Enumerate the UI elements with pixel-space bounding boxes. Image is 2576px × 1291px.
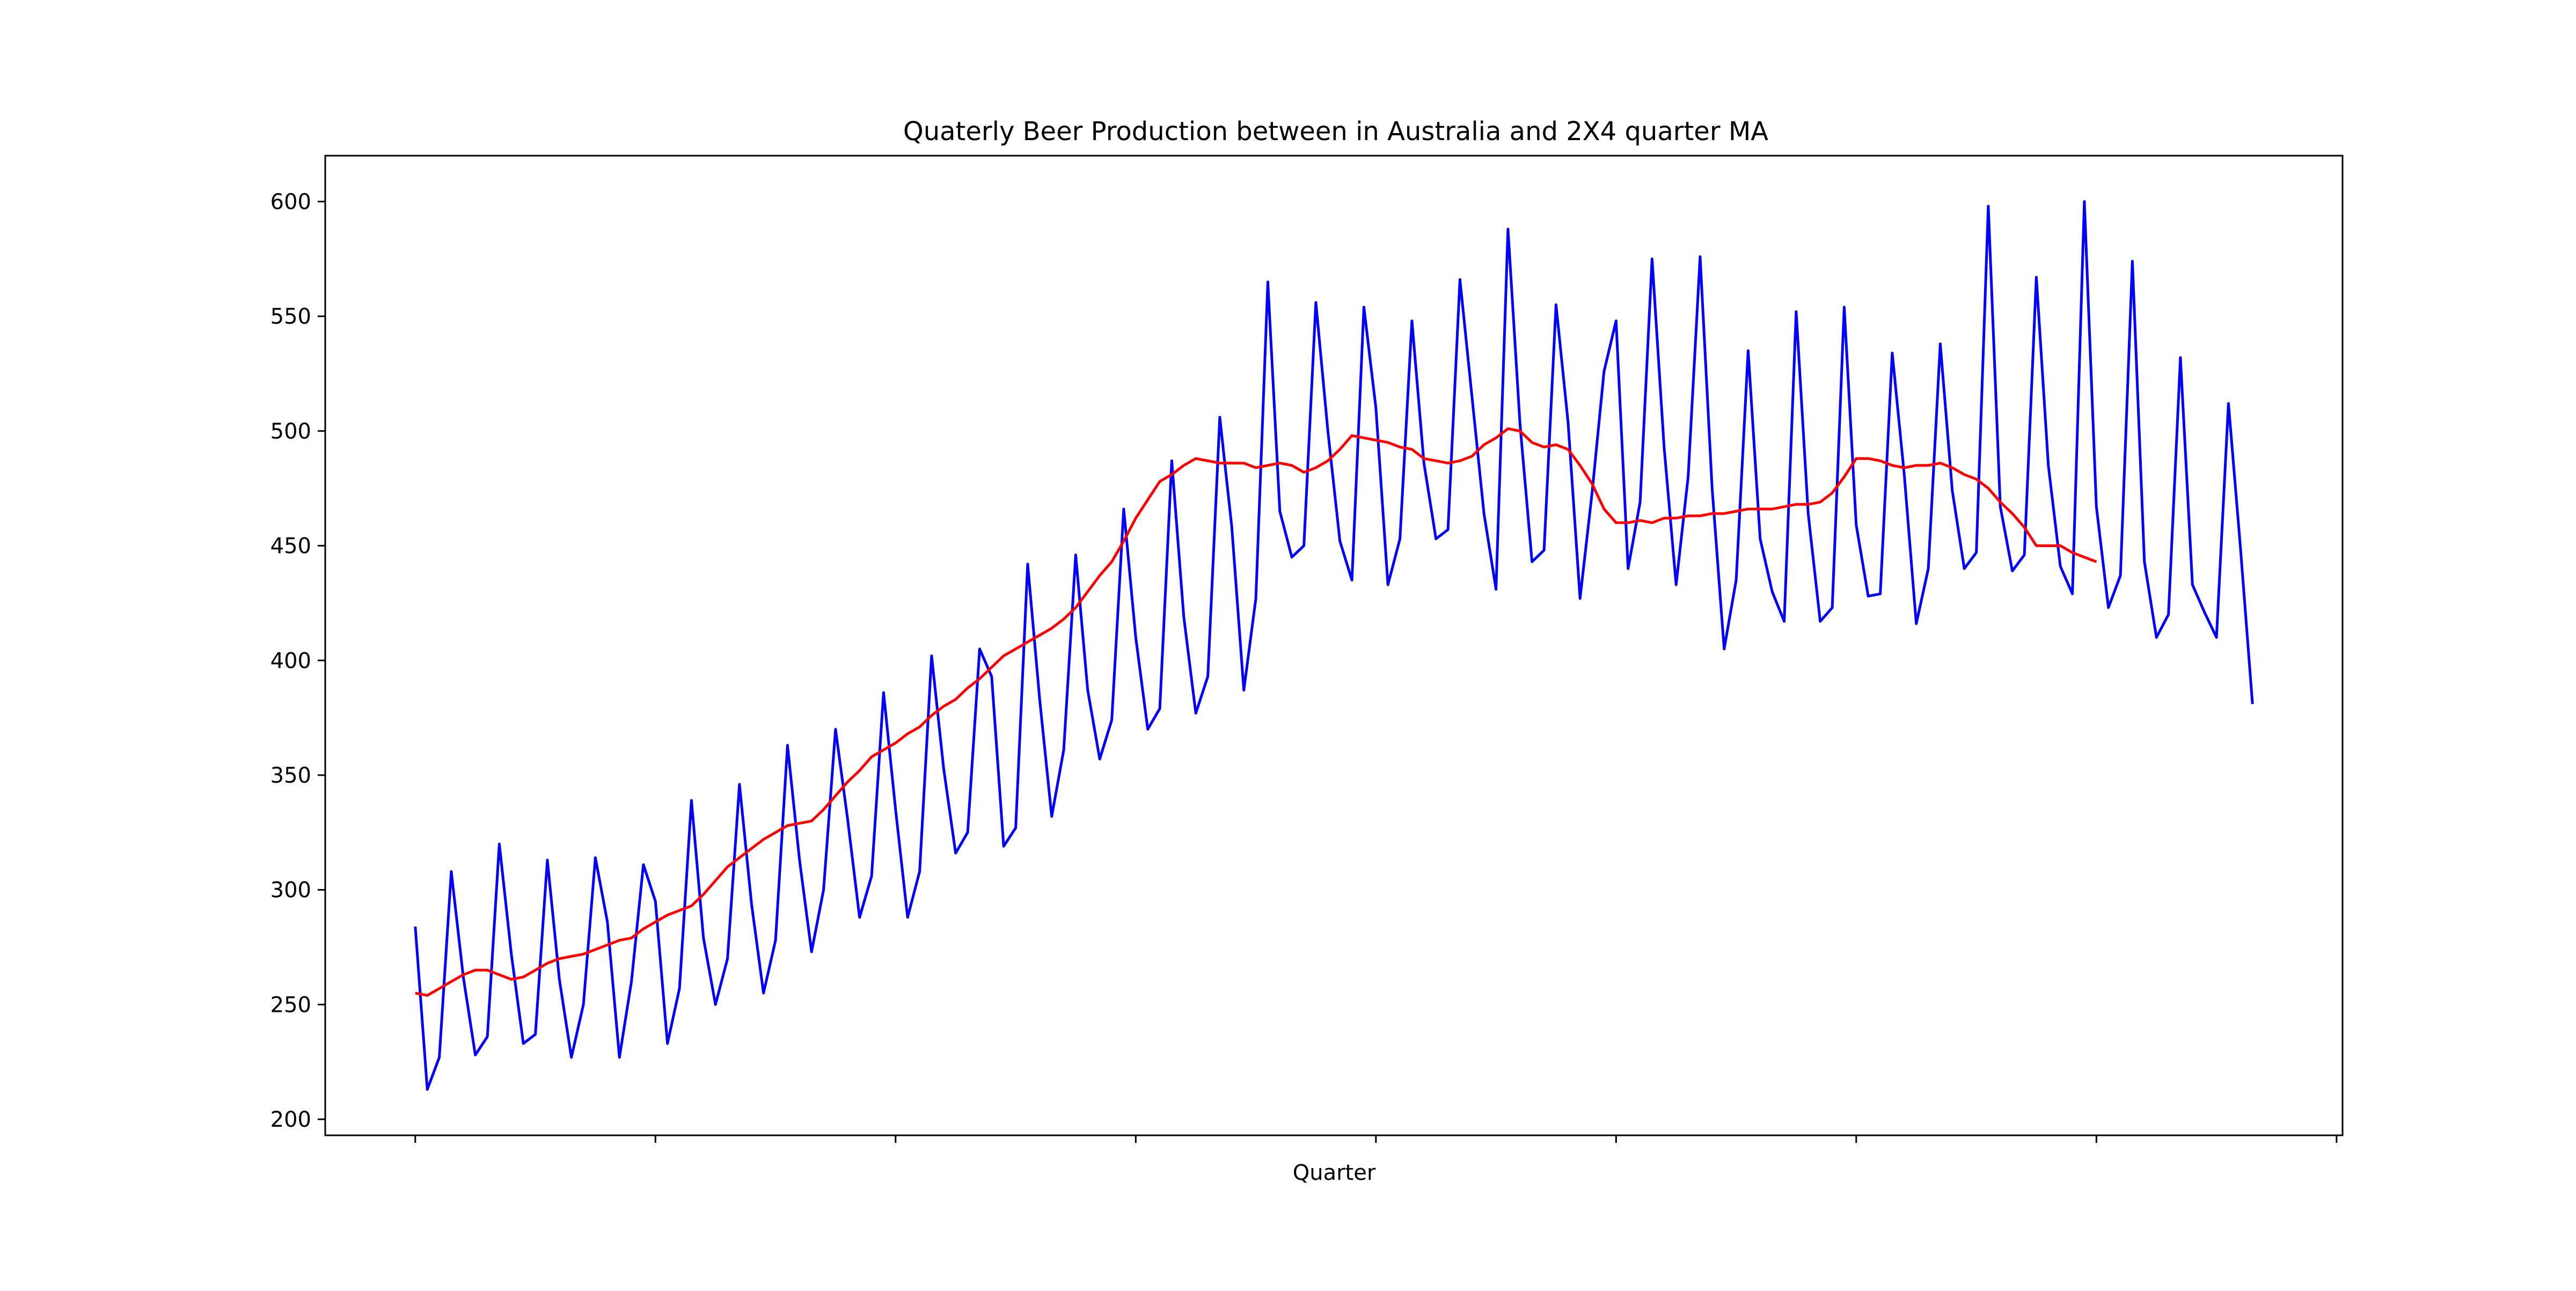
x-axis [414,1135,2338,1143]
y-tick-label: 300 [270,878,311,903]
y-axis: 200 250 300 350 400 450 500 550 600 [270,189,325,1132]
chart-title: Quaterly Beer Production between in Aust… [903,116,1768,147]
y-tick-label: 450 [270,534,311,559]
y-tick-label: 600 [270,189,311,214]
y-tick-label: 350 [270,763,311,788]
y-tick-label: 400 [270,648,311,673]
plot-area [324,155,2344,1136]
series-layer [414,200,2254,1091]
y-tick-label: 250 [270,993,311,1017]
y-tick-label: 200 [270,1107,311,1132]
y-tick-label: 550 [270,304,311,329]
series-line-0 [414,200,2254,1091]
x-axis-label: Quarter [1293,1161,1376,1185]
y-tick-label: 500 [270,419,311,444]
series-line-1 [415,427,2097,997]
